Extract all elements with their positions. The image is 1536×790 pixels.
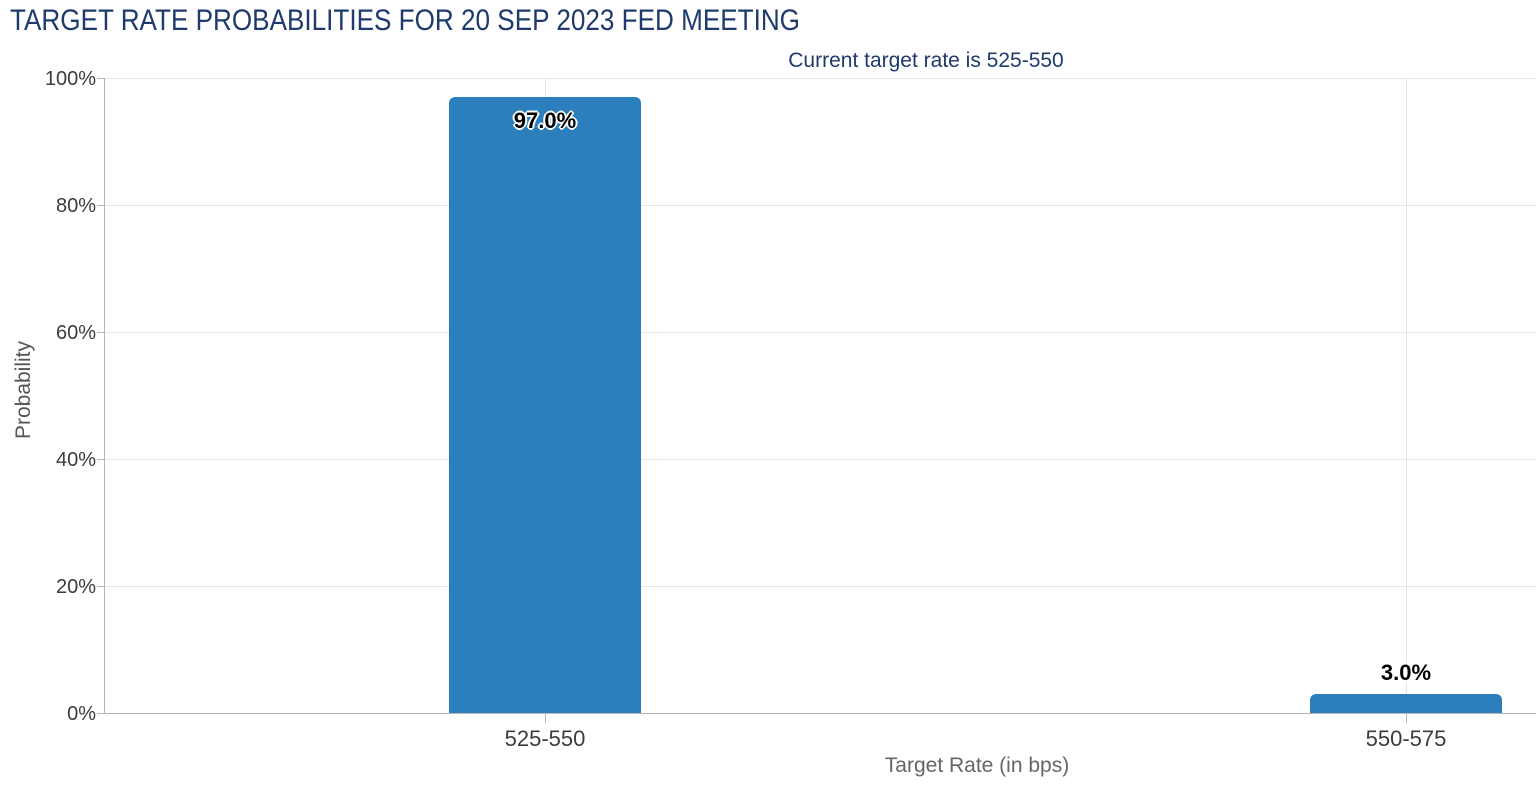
y-tick-mark	[97, 586, 104, 587]
x-tick-label: 525-550	[504, 726, 586, 751]
x-tick-mark	[1406, 713, 1407, 723]
y-tick-mark	[97, 332, 104, 333]
y-tick-mark	[97, 459, 104, 460]
chart-title: TARGET RATE PROBABILITIES FOR 20 SEP 202…	[10, 4, 800, 37]
y-tick-label: 60%	[55, 322, 96, 344]
y-axis-line	[104, 78, 105, 713]
probability-bar[interactable]	[1310, 694, 1502, 713]
y-tick-label: 100%	[44, 68, 96, 90]
y-gridline	[104, 586, 1536, 587]
chart-subtitle: Current target rate is 525-550	[788, 49, 1064, 72]
y-tick-mark	[97, 78, 104, 79]
y-tick-label: 0%	[67, 703, 96, 725]
y-gridline	[104, 205, 1536, 206]
y-gridline	[104, 78, 1536, 79]
y-tick-mark	[97, 205, 104, 206]
x-tick-label: 550-575	[1365, 726, 1447, 751]
y-gridline	[104, 332, 1536, 333]
bar-value-label: 97.0%	[513, 108, 577, 133]
bar-value-label: 3.0%	[1380, 660, 1432, 685]
y-tick-mark	[97, 713, 104, 714]
y-tick-label: 40%	[55, 449, 96, 471]
probability-bar[interactable]	[449, 97, 641, 713]
x-axis-title: Target Rate (in bps)	[884, 754, 1070, 777]
y-gridline	[104, 459, 1536, 460]
y-tick-label: 20%	[55, 576, 96, 598]
x-gridline	[1406, 78, 1407, 713]
x-axis-line	[104, 713, 1536, 714]
y-tick-label: 80%	[55, 195, 96, 217]
x-tick-mark	[545, 713, 546, 723]
